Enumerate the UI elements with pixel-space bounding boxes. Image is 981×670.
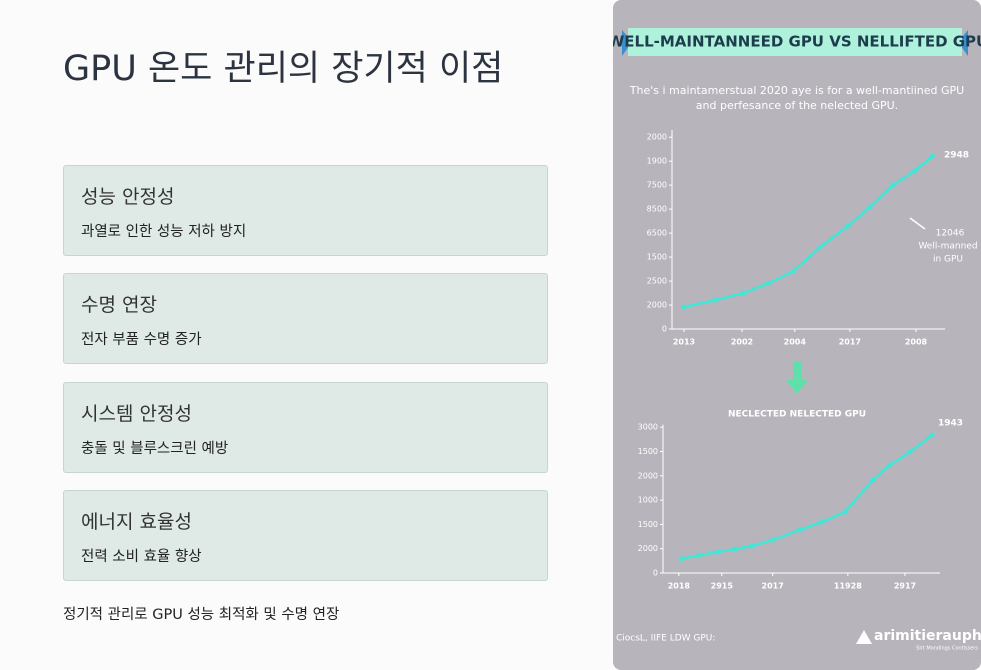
chart-title: NECLECTED NELECTED GPU	[728, 410, 866, 420]
point	[681, 304, 687, 310]
y-tick-label: 1900	[647, 157, 667, 166]
card-heading: 성능 안정성	[81, 186, 175, 208]
card-heading: 수명 연장	[81, 294, 157, 316]
y-tick-label: 1500	[647, 253, 667, 262]
point	[842, 509, 848, 515]
point	[929, 432, 935, 438]
card-heading: 시스템 안정성	[81, 403, 192, 425]
point	[797, 527, 803, 533]
point	[678, 556, 684, 562]
point	[749, 543, 755, 549]
point	[890, 182, 896, 188]
point	[712, 297, 718, 303]
y-tick-label: 1500	[638, 520, 658, 529]
banner-text: WELL-MAINTANNEED GPU VS NELLIFTED GPU	[613, 33, 981, 51]
point	[907, 449, 913, 455]
point	[715, 549, 721, 555]
down-arrow	[786, 362, 808, 394]
point	[845, 223, 851, 229]
x-tick-label: 2004	[784, 338, 807, 347]
point	[817, 244, 823, 250]
y-tick-label: 7500	[647, 181, 667, 190]
point	[770, 537, 776, 543]
point	[887, 462, 893, 468]
x-tick-label: 2915	[711, 582, 734, 591]
slide: GPU 온도 관리의 장기적 이점 성능 안정성 과열로 인한 성능 저하 방지 …	[63, 49, 548, 623]
annotation: 2948	[944, 151, 969, 161]
y-tick-label: 2500	[647, 277, 667, 286]
x-tick-label: 2018	[668, 582, 691, 591]
point	[929, 153, 935, 159]
ribbon-end	[622, 30, 632, 56]
annotation: in GPU	[933, 255, 963, 265]
ribbon-end	[958, 30, 968, 56]
x-tick-label: 2017	[762, 582, 784, 591]
y-tick-label: 2000	[647, 301, 667, 310]
y-tick-label: 1000	[638, 496, 658, 505]
infographic: WELL-MAINTANNEED GPU VS NELLIFTED GPU Th…	[613, 0, 981, 670]
y-tick-label: 3000	[638, 423, 658, 432]
point	[732, 546, 738, 552]
annotation: Well-manned	[918, 242, 977, 252]
y-tick-label: 8500	[647, 205, 667, 214]
point	[870, 477, 876, 483]
point	[765, 280, 771, 286]
y-tick-label: 1500	[638, 447, 658, 456]
point	[867, 204, 873, 210]
y-tick-label: 2000	[647, 133, 667, 142]
x-tick-label: 11928	[834, 582, 862, 591]
x-tick-label: 2017	[839, 338, 861, 347]
logo-icon	[856, 630, 872, 644]
annotation-arrow	[909, 217, 926, 230]
card-heading: 에너지 효율성	[81, 511, 192, 533]
x-tick-label: 2917	[894, 582, 916, 591]
panel-background	[613, 0, 981, 670]
logo-tagline: Sirt Mondings Contissers	[916, 646, 978, 652]
point	[819, 519, 825, 525]
source: CiocsL, IIFE LDW GPU:	[616, 634, 715, 644]
x-tick-label: 2002	[731, 338, 753, 347]
card-text: 전력 소비 효율 향상	[81, 549, 202, 565]
y-tick-label: 6500	[647, 229, 667, 238]
subtitle: and perfesance of the nelected GPU.	[696, 99, 898, 112]
card-text: 과열로 인한 성능 저하 방지	[81, 224, 247, 240]
y-tick-label: 2000	[638, 471, 658, 480]
point	[740, 290, 746, 296]
point	[912, 168, 918, 174]
slide-footer: 정기적 관리로 GPU 성능 최적화 및 수명 연장	[63, 607, 340, 623]
subtitle: The's i maintamerstual 2020 aye is for a…	[629, 84, 964, 97]
annotation: 1943	[938, 419, 963, 429]
x-tick-label: 2008	[905, 338, 928, 347]
annotation: 12046	[936, 229, 965, 239]
y-tick-label: 0	[662, 325, 667, 334]
y-tick-label: 0	[653, 569, 658, 578]
card-text: 충돌 및 블루스크린 예방	[81, 441, 229, 457]
y-tick-label: 2000	[638, 544, 658, 553]
banner	[628, 28, 962, 56]
slide-title: GPU 온도 관리의 장기적 이점	[63, 49, 504, 89]
point	[697, 552, 703, 558]
x-tick-label: 2013	[673, 338, 695, 347]
logo: arimitierauphy	[874, 628, 981, 644]
card-text: 전자 부품 수명 증가	[81, 332, 202, 348]
point	[790, 268, 796, 274]
